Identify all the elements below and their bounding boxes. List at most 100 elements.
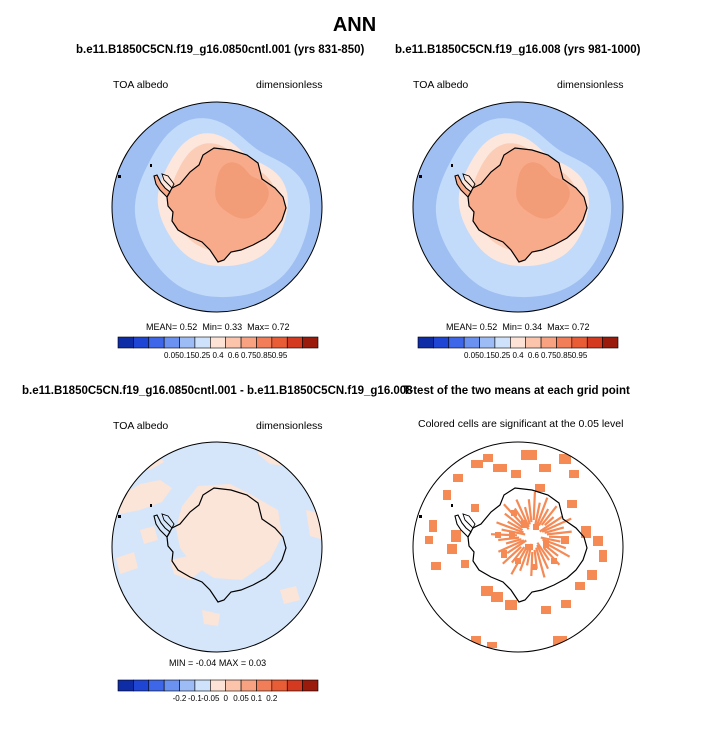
panel2-max-value: 0.72 [571,322,590,332]
significant-streak [540,536,561,543]
significant-cell [453,474,463,482]
significant-streak [533,502,541,529]
significant-streak [544,526,565,534]
panel2-min-value: 0.34 [524,322,543,332]
antarctica-coastline [166,147,287,263]
colorbar-swatch [256,679,273,692]
significant-cell [491,592,503,602]
colorbar-swatch [271,679,288,692]
significant-cell [471,504,479,512]
significant-streak [506,539,527,555]
significant-streak [498,536,520,542]
significant-streak [511,546,526,564]
colorbar-tick-label: 0.95 [272,351,288,360]
panel3-max-label: MAX = [218,658,247,668]
positive-difference-region [140,526,158,544]
colorbar-swatch [256,336,273,349]
significant-cell [461,560,469,568]
island-marker [419,175,422,178]
significant-cell [483,454,493,462]
significant-streak [546,530,572,536]
colorbar-swatch [510,336,526,349]
significant-cell [471,636,481,644]
positive-difference-region [176,484,282,580]
significant-streak [496,521,524,534]
significant-cell [447,544,457,554]
colorbar-swatch [494,336,511,349]
antarctica-coastline [467,147,588,263]
antarctica-coastline [166,487,287,603]
colorbar-swatch [194,679,211,692]
colorbar-tick-label: 0.85 [556,351,572,360]
ice-shelf-coastline [161,173,175,189]
colorbar-swatch [448,336,465,349]
significant-cell [551,558,557,564]
colorbar-tick-label: 0.4 [512,351,524,360]
panel1-left-label: TOA albedo [113,79,169,91]
positive-difference-region [280,586,300,604]
colorbar-tick-label: 0.1 [251,694,263,703]
colorbar-tick-label: 0.4 [212,351,224,360]
significant-streak [543,543,559,557]
panel3-title: b.e11.B1850C5CN.f19_g16.0850cntl.001 - b… [22,385,413,397]
significant-cell [511,510,517,516]
significant-streak [536,544,550,570]
significant-streak [519,545,531,572]
colorbar-swatch [602,336,619,349]
significant-streak [542,547,561,566]
significant-cell [511,470,521,478]
significant-streak [497,539,525,553]
colorbar-tick-label: 0.6 [228,351,240,360]
significant-cell [559,454,571,464]
significant-cell [541,606,551,614]
panel1-min-value: 0.33 [224,322,243,332]
panel2-title: b.e11.B1850C5CN.f19_g16.008 (yrs 981-100… [395,44,641,56]
peninsula-coastline [454,514,472,538]
plateau-high-albedo [516,162,570,219]
colorbar-swatch [179,336,196,349]
map-border [111,101,323,313]
panel1-title: b.e11.B1850C5CN.f19_g16.0850cntl.001 (yr… [76,44,365,56]
colorbar-swatch [179,679,196,692]
peninsula-coastline [153,174,171,198]
panel2-colorbar: 0.05 0.15 0.25 0.4 0.6 0.75 0.85 0.95 [417,336,619,360]
positive-difference-region [116,552,138,574]
significant-streak [503,503,524,525]
significant-cell [487,642,497,648]
colorbar-swatch [302,679,319,692]
significant-streak [533,549,538,569]
panel4-subtitle: Colored cells are significant at the 0.0… [418,418,624,430]
panel3-stats: MIN = -0.04 MAX = 0.03 [169,658,266,668]
significant-cell [471,460,483,468]
significant-cell [505,600,517,610]
panel1-polar-map [111,101,323,313]
colorbar-swatch [163,679,180,692]
significant-cell [561,536,569,544]
island-marker [118,515,121,518]
colorbar-swatch [148,336,165,349]
colorbar-swatch [225,679,242,692]
antarctica-coastline [467,487,588,603]
peninsula-fill [455,175,471,197]
significant-cell [561,600,571,608]
island-marker [451,504,453,507]
colorbar-swatch [133,336,150,349]
significant-cell [567,500,577,508]
island-marker [150,504,152,507]
colorbar-tick-label: 0.15 [479,351,495,360]
panel2-mean-label: MEAN= [446,322,478,332]
colorbar-swatch [271,336,288,349]
colorbar-swatch [210,336,226,349]
colorbar-swatch [240,336,257,349]
significant-streak [537,508,550,527]
significant-streak [544,516,555,527]
panel2-stats: MEAN= 0.52 Min= 0.34 Max= 0.72 [446,322,589,332]
significant-cell [587,570,597,580]
panel1-max-value: 0.72 [271,322,290,332]
significant-cell [443,490,451,500]
peninsula-fill [154,175,170,197]
map-border [412,441,624,653]
panel1-stats: MEAN= 0.52 Min= 0.33 Max= 0.72 [146,322,289,332]
panel3-right-label: dimensionless [256,420,323,432]
significant-streak [535,547,546,578]
